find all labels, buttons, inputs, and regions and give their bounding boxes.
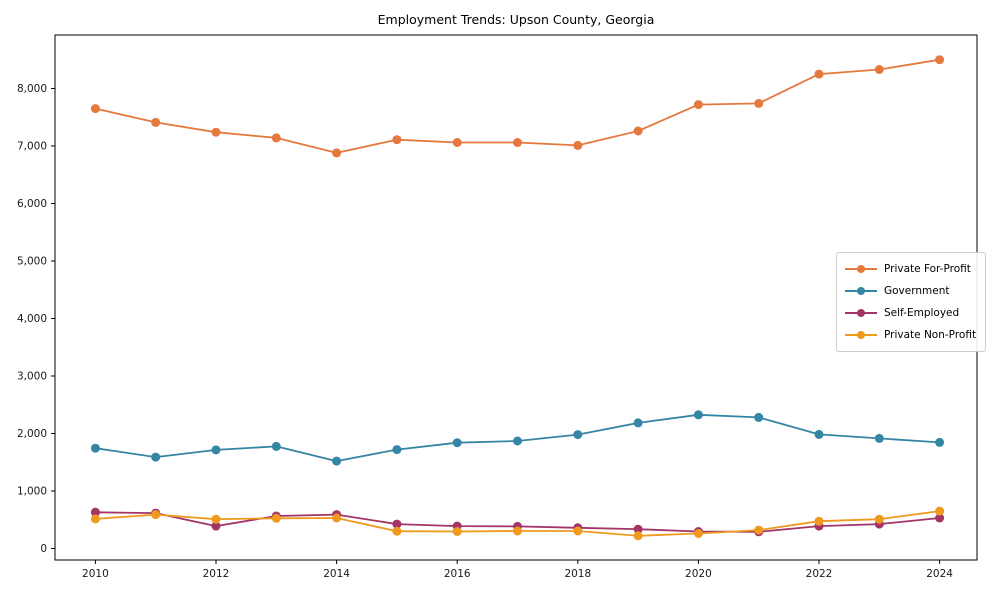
- y-tick-label: 2,000: [17, 428, 47, 440]
- legend-line-dot-marker-icon: [845, 286, 877, 296]
- data-point: [211, 521, 221, 531]
- data-point: [935, 55, 945, 65]
- data-point: [754, 98, 764, 108]
- data-point: [151, 452, 161, 462]
- data-point: [392, 519, 402, 529]
- legend-item: Self-Employed: [845, 302, 977, 324]
- data-point: [513, 436, 522, 446]
- data-point: [573, 140, 583, 150]
- y-tick-label: 0: [40, 543, 47, 555]
- y-tick-label: 4,000: [17, 313, 47, 325]
- data-point: [693, 100, 703, 110]
- data-point: [513, 138, 522, 147]
- y-tick-label: 1,000: [17, 485, 47, 497]
- x-tick-label: 2010: [82, 568, 109, 580]
- legend: Private For-Profit Government Self-Employe…: [836, 252, 986, 352]
- chart-title: Employment Trends: Upson County, Georgia: [377, 12, 655, 27]
- legend-dot-sample: [857, 331, 865, 339]
- y-tick-label: 7,000: [17, 140, 47, 152]
- data-point: [332, 513, 342, 523]
- data-point: [754, 412, 764, 422]
- legend-dot-sample: [857, 309, 865, 317]
- data-point: [693, 410, 703, 420]
- data-point: [693, 529, 703, 538]
- data-point: [90, 507, 100, 517]
- data-point: [151, 117, 161, 127]
- data-point: [633, 126, 643, 136]
- data-point: [935, 437, 945, 447]
- data-point: [392, 526, 402, 536]
- data-point: [271, 133, 281, 143]
- legend-item: Government: [845, 280, 977, 302]
- data-point: [814, 429, 824, 439]
- legend-line-dot-marker-icon: [845, 308, 877, 318]
- data-point: [90, 514, 100, 524]
- data-point: [573, 430, 583, 440]
- data-point: [392, 135, 402, 145]
- legend-item: Private Non-Profit: [845, 324, 977, 346]
- x-tick-label: 2018: [564, 568, 591, 580]
- x-tick-label: 2022: [806, 568, 833, 580]
- data-point: [211, 445, 221, 455]
- x-tick-label: 2024: [926, 568, 953, 580]
- x-tick-label: 2012: [203, 568, 230, 580]
- y-tick-label: 6,000: [17, 198, 47, 210]
- data-point: [814, 516, 824, 526]
- data-point: [332, 148, 342, 158]
- data-point: [874, 514, 884, 524]
- legend-item: Private For-Profit: [845, 258, 977, 280]
- data-point: [452, 527, 462, 536]
- legend-line-dot-marker-icon: [845, 264, 877, 274]
- data-point: [874, 65, 884, 74]
- data-point: [633, 531, 643, 541]
- y-tick-label: 5,000: [17, 255, 47, 267]
- data-point: [935, 513, 945, 523]
- data-point: [754, 525, 764, 535]
- legend-line-dot-marker-icon: [845, 330, 877, 340]
- x-tick-label: 2020: [685, 568, 712, 580]
- data-point: [151, 510, 161, 520]
- data-point: [633, 524, 643, 534]
- data-point: [271, 441, 281, 451]
- y-tick-label: 3,000: [17, 370, 47, 382]
- legend-dot-sample: [857, 287, 865, 295]
- data-point: [271, 513, 281, 523]
- legend-label: Self-Employed: [884, 307, 960, 319]
- y-tick-label: 8,000: [17, 83, 47, 95]
- data-point: [513, 526, 522, 536]
- x-tick-label: 2014: [323, 568, 350, 580]
- data-point: [90, 104, 100, 114]
- legend-label: Government: [884, 285, 950, 297]
- data-point: [874, 433, 884, 443]
- data-point: [814, 69, 824, 79]
- data-point: [633, 418, 643, 428]
- data-point: [332, 456, 342, 466]
- data-point: [573, 526, 583, 536]
- data-point: [392, 445, 402, 455]
- data-point: [452, 138, 462, 147]
- data-point: [452, 438, 462, 448]
- data-point: [90, 443, 100, 453]
- data-point: [211, 514, 221, 524]
- x-tick-label: 2016: [444, 568, 471, 580]
- legend-label: Private For-Profit: [884, 263, 971, 275]
- data-point: [211, 127, 221, 137]
- legend-dot-sample: [857, 265, 865, 273]
- legend-label: Private Non-Profit: [884, 329, 977, 341]
- data-point: [935, 506, 945, 516]
